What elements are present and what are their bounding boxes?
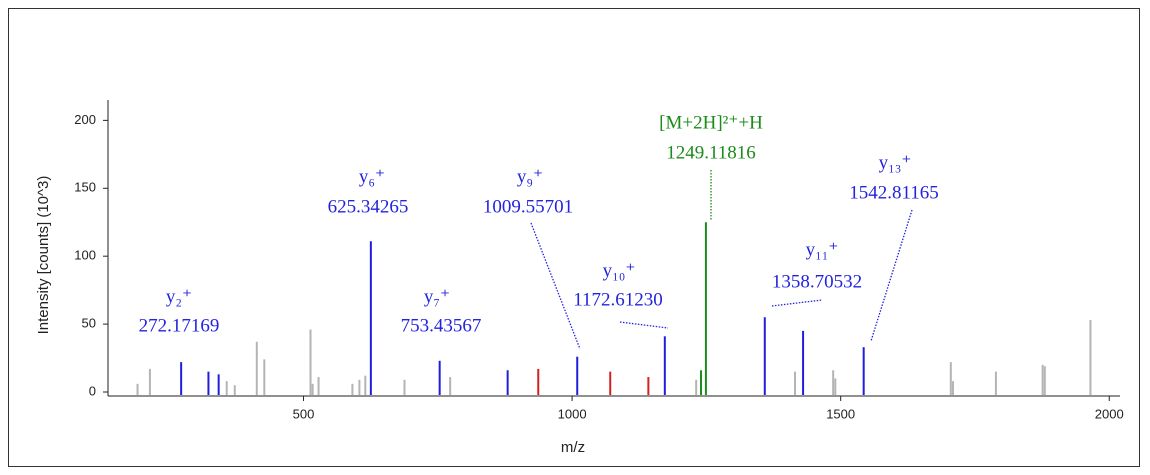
y-tick-label: 150 <box>74 180 96 195</box>
x-tick-label: 1500 <box>826 406 855 421</box>
x-tick-label: 500 <box>293 406 315 421</box>
mz-label: 625.34265 <box>328 196 409 217</box>
x-tick-label: 1000 <box>558 406 587 421</box>
x-axis-label: m/z <box>561 439 585 456</box>
y-tick-label: 100 <box>74 248 96 263</box>
leader-line <box>771 299 823 307</box>
y-tick-label: 0 <box>89 383 96 398</box>
ion-label: y₁₃⁺ <box>879 152 912 173</box>
mz-label: 753.43567 <box>401 315 482 336</box>
mz-label: 1249.11816 <box>666 142 756 163</box>
frame <box>8 8 1140 467</box>
ion-label: y₆⁺ <box>359 166 385 187</box>
y-axis-label: Intensity [counts] (10^3) <box>35 176 52 335</box>
mz-label: 272.17169 <box>139 315 220 336</box>
y-tick-label: 50 <box>82 316 96 331</box>
ion-label: y₉⁺ <box>517 166 543 187</box>
leader-line <box>870 209 913 342</box>
x-tick-label: 2000 <box>1095 406 1124 421</box>
leader-line <box>619 321 669 329</box>
ion-label: y₁₁⁺ <box>806 239 839 260</box>
mz-label: 1358.70532 <box>772 271 862 292</box>
mz-label: 1172.61230 <box>573 289 663 310</box>
mz-label: 1009.55701 <box>483 196 573 217</box>
ion-label: y₁₀⁺ <box>603 260 636 281</box>
ion-label: y₂⁺ <box>166 286 192 307</box>
ion-label: y₇⁺ <box>424 286 450 307</box>
y-tick-label: 200 <box>74 112 96 127</box>
leader-line <box>530 222 581 350</box>
mz-label: 1542.81165 <box>849 182 939 203</box>
ion-label: [M+2H]²⁺+H <box>659 112 763 133</box>
